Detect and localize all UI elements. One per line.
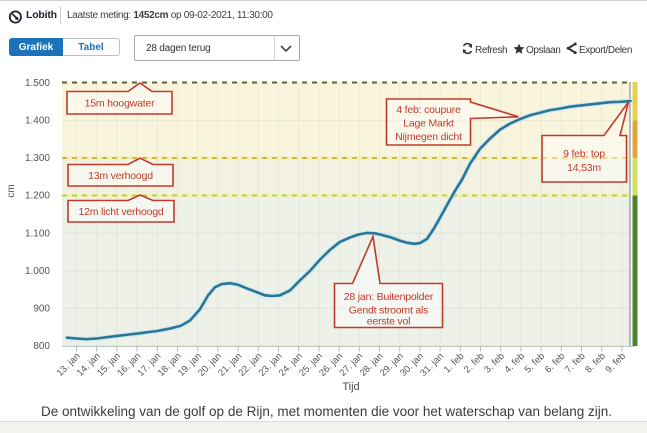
svg-text:1.000: 1.000 — [25, 266, 50, 277]
svg-text:4. feb: 4. feb — [502, 351, 527, 376]
svg-text:Nijmegen dicht: Nijmegen dicht — [395, 131, 462, 143]
svg-text:Tijd: Tijd — [342, 381, 359, 393]
svg-text:2. feb: 2. feb — [462, 351, 487, 376]
svg-text:9 feb: top: 9 feb: top — [563, 148, 605, 160]
svg-text:1.400: 1.400 — [25, 116, 50, 127]
svg-text:9. feb: 9. feb — [603, 351, 628, 376]
svg-text:1.500: 1.500 — [25, 78, 50, 89]
svg-text:5. feb: 5. feb — [523, 351, 548, 376]
svg-text:cm: cm — [6, 184, 17, 197]
svg-text:1. feb: 1. feb — [442, 351, 467, 376]
svg-text:3. feb: 3. feb — [482, 351, 507, 376]
svg-text:Lage Markt: Lage Markt — [403, 118, 454, 130]
svg-text:1.100: 1.100 — [25, 228, 50, 239]
svg-text:12m licht verhoogd: 12m licht verhoogd — [78, 206, 163, 218]
svg-text:13m verhoogd: 13m verhoogd — [88, 170, 153, 182]
svg-text:15m hoogwater: 15m hoogwater — [85, 98, 155, 110]
svg-text:eerste vol: eerste vol — [367, 316, 411, 328]
svg-text:31. jan: 31. jan — [418, 351, 446, 379]
svg-text:Gendt stroomt als: Gendt stroomt als — [349, 305, 428, 317]
svg-text:1.200: 1.200 — [25, 191, 50, 202]
svg-text:14,53m: 14,53m — [567, 162, 601, 174]
svg-text:800: 800 — [33, 341, 50, 352]
svg-text:1.300: 1.300 — [25, 153, 50, 164]
svg-text:900: 900 — [33, 303, 50, 314]
svg-text:7. feb: 7. feb — [563, 351, 588, 376]
svg-text:8. feb: 8. feb — [583, 351, 608, 376]
svg-text:28 jan: Buitenpolder: 28 jan: Buitenpolder — [344, 291, 434, 303]
svg-text:6. feb: 6. feb — [543, 351, 568, 376]
svg-text:4 feb: coupure: 4 feb: coupure — [396, 104, 461, 116]
